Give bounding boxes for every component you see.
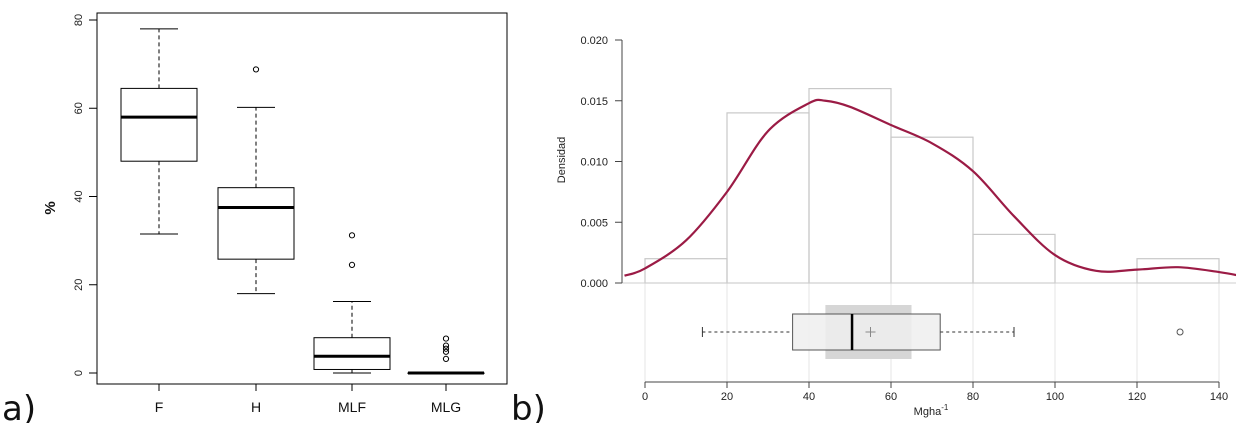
panel-a-box-f [120, 28, 198, 235]
panel-b-x-tick-label: 0 [642, 391, 648, 403]
panel-a-x-tick-label: MLF [338, 399, 366, 415]
panel-b-x-tick-label: 120 [1128, 391, 1146, 403]
panel-a-x-axis: F H MLF MLG [155, 383, 461, 415]
panel-b-x-tick-label: 40 [803, 391, 815, 403]
panel-a-x-tick-label: H [251, 399, 261, 415]
panel-a-y-tick-label: 60 [73, 102, 85, 114]
panel-b-y-tick-label: 0.020 [580, 35, 608, 47]
panel-b-histogram-bar [808, 87, 892, 284]
panel-a-boxplot: 0 20 40 60 80 F H MLF MLG % [42, 12, 508, 415]
panel-a-y-tick-label: 0 [73, 370, 85, 376]
panel-a-outlier [442, 342, 450, 349]
panel-a-box-h [217, 66, 295, 295]
panel-a-outlier [252, 66, 260, 73]
panel-a-outlier [442, 355, 450, 362]
panel-b-boxplot [701, 305, 1184, 359]
panel-b-x-tick-label: 100 [1046, 391, 1064, 403]
panel-b-y-tick-label: 0.005 [580, 217, 608, 229]
panel-a-y-tick-label: 20 [73, 279, 85, 291]
panel-a-letter: a) [2, 389, 36, 423]
panel-a-boxes [120, 28, 485, 375]
panel-a-iqr-box [313, 337, 391, 370]
panel-a-box-mlf [313, 232, 391, 374]
panel-a-outlier [442, 348, 450, 355]
panel-a-x-tick-label: MLG [431, 399, 461, 415]
panel-b-x-tick-label: 60 [885, 391, 897, 403]
panel-b-y-axis-title: Densidad [556, 137, 568, 183]
panel-b-histogram-bar [890, 136, 974, 284]
panel-a-y-tick-label: 80 [73, 14, 85, 26]
panel-a-y-tick-label: 40 [73, 190, 85, 202]
panel-b-x-tick-label: 80 [967, 391, 979, 403]
panel-a-outlier [442, 345, 450, 352]
panel-b-x-axis: 0 20 40 60 80 100 120 140 [642, 381, 1228, 403]
panel-a-box-mlg [407, 335, 485, 375]
panel-b-y-tick-label: 0.010 [580, 157, 608, 169]
panel-a-y-axis-title: % [42, 201, 59, 214]
panel-b-letter: b) [511, 389, 546, 423]
panel-a-y-axis: 0 20 40 60 80 [73, 14, 98, 376]
panel-b-y-tick-label: 0.000 [580, 278, 608, 290]
panel-a-iqr-box [217, 187, 295, 260]
panel-b-x-tick-label: 140 [1210, 391, 1228, 403]
panel-b-y-tick-label: 0.015 [580, 96, 608, 108]
panel-b-histogram: 0.000 0.005 0.010 0.015 0.020 0 20 40 60 80 100 12… [556, 35, 1236, 418]
panel-b-x-axis-title-main: Mgha [914, 406, 942, 418]
panel-b-histogram-bar [726, 112, 810, 284]
panel-a-outlier [348, 232, 356, 239]
panel-a-outlier [442, 335, 450, 342]
panel-a-iqr-box [120, 87, 198, 162]
panel-a-x-tick-label: F [155, 399, 164, 415]
panel-b-density-curve [624, 98, 1236, 277]
panel-b-outlier [1176, 328, 1184, 336]
panel-b-x-axis-title: Mgha-1 [914, 403, 949, 418]
panel-b-x-axis-title-sup: -1 [941, 403, 949, 412]
panel-a-outlier [348, 261, 356, 268]
panel-b-x-tick-label: 20 [721, 391, 733, 403]
panel-b-histogram-bar [972, 233, 1056, 284]
panel-b-y-axis: 0.000 0.005 0.010 0.015 0.020 [580, 35, 623, 290]
